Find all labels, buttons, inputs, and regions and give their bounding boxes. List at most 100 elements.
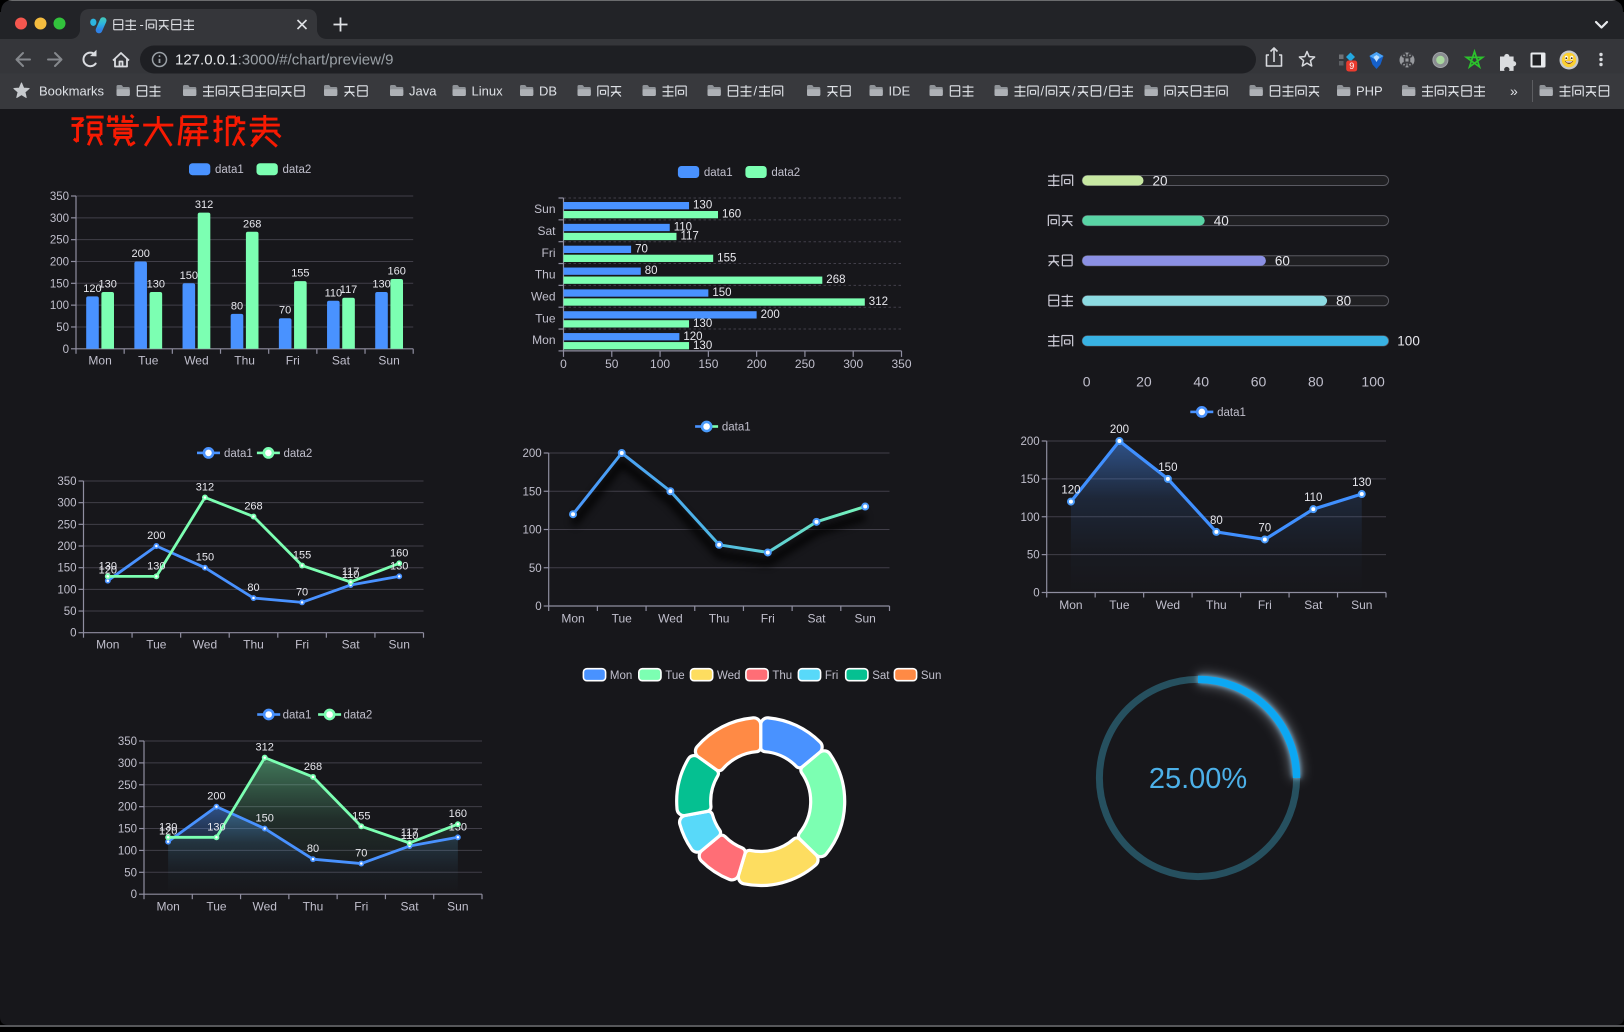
svg-text:Sat: Sat [342,638,361,652]
svg-text:Wed: Wed [717,670,740,682]
svg-text:Fri: Fri [825,670,838,682]
svg-text:Sun: Sun [378,353,399,367]
svg-text:150: 150 [712,287,731,299]
svg-text:312: 312 [869,296,888,308]
svg-text:130: 130 [99,560,117,572]
svg-text:Linux: Linux [472,84,504,99]
svg-text:350: 350 [50,191,69,203]
svg-text:150: 150 [698,357,718,371]
svg-text:Thu: Thu [243,638,264,652]
svg-text:Sun: Sun [447,900,468,914]
svg-text:80: 80 [1308,374,1324,390]
svg-text:Fri: Fri [1258,598,1272,612]
svg-text:110: 110 [1304,492,1322,504]
svg-text:60: 60 [1251,374,1267,390]
svg-text:data1: data1 [224,448,253,460]
svg-text:Fri: Fri [295,638,309,652]
svg-text:150: 150 [196,552,214,564]
svg-text:70: 70 [635,243,648,255]
svg-text:268: 268 [244,501,262,513]
svg-text:»: » [1510,83,1518,99]
svg-text:data2: data2 [344,710,373,722]
svg-text:100: 100 [50,300,69,312]
svg-text:250: 250 [795,357,815,371]
svg-text:350: 350 [57,476,76,488]
svg-text:150: 150 [1158,462,1177,474]
svg-text:130: 130 [159,821,177,833]
svg-text:Sat: Sat [1304,598,1323,612]
svg-text:160: 160 [722,209,741,221]
svg-text:0: 0 [1083,374,1091,390]
svg-text:Thu: Thu [772,670,792,682]
svg-text:0: 0 [560,357,567,371]
svg-text:350: 350 [118,736,137,748]
svg-text:120: 120 [1061,485,1080,497]
svg-text:50: 50 [56,322,69,334]
svg-text:Wed: Wed [252,900,276,914]
svg-text:data2: data2 [284,448,313,460]
svg-text:150: 150 [118,824,137,836]
svg-text:100: 100 [118,845,137,857]
svg-text:130: 130 [207,821,225,833]
svg-text:155: 155 [352,810,370,822]
svg-text:data2: data2 [283,164,312,176]
svg-text:0: 0 [1033,588,1039,600]
svg-text:Wed: Wed [1156,598,1180,612]
svg-text:Thu: Thu [709,612,730,626]
svg-text:Mon: Mon [156,900,179,914]
svg-text:Fri: Fri [286,353,300,367]
svg-text:80: 80 [645,265,658,277]
svg-text:200: 200 [57,541,76,553]
svg-text:60: 60 [1275,254,1290,269]
svg-text:Thu: Thu [1206,598,1227,612]
svg-text:130: 130 [147,279,165,291]
svg-text:70: 70 [1258,522,1271,534]
svg-text:150: 150 [50,278,69,290]
svg-text:Sun: Sun [389,638,410,652]
svg-text:Mon: Mon [1059,598,1082,612]
svg-text:127.0.0.1:3000/#/chart/preview: 127.0.0.1:3000/#/chart/preview/9 [175,52,394,69]
svg-text:130: 130 [390,560,408,572]
svg-text:120: 120 [683,331,702,343]
svg-text:250: 250 [50,235,69,247]
svg-text:130: 130 [1352,477,1371,489]
svg-text:50: 50 [529,563,542,575]
svg-text:/: / [1104,84,1108,99]
svg-text:Mon: Mon [96,638,119,652]
svg-text:0: 0 [63,344,69,356]
svg-text:100: 100 [1397,334,1420,349]
svg-text:/: / [754,84,758,99]
svg-text:Fri: Fri [542,246,556,260]
svg-text:80: 80 [1336,294,1351,309]
svg-text:268: 268 [304,761,322,773]
svg-text:Mon: Mon [532,333,555,347]
svg-text:80: 80 [231,300,243,312]
svg-text:Tue: Tue [535,311,556,325]
svg-text:70: 70 [296,586,308,598]
svg-text:200: 200 [747,357,767,371]
svg-text:data1: data1 [704,167,733,179]
svg-text:Tue: Tue [146,638,167,652]
svg-text:Java: Java [409,84,437,99]
svg-text:80: 80 [247,582,259,594]
svg-text:150: 150 [1021,474,1040,486]
svg-text:DB: DB [539,84,557,99]
svg-text:IDE: IDE [889,84,911,99]
svg-text:117: 117 [342,566,360,578]
svg-text:117: 117 [680,231,698,243]
svg-text:120: 120 [83,283,101,295]
svg-text:250: 250 [57,519,76,531]
svg-text:80: 80 [1210,515,1223,527]
svg-text:Fri: Fri [761,612,775,626]
svg-text:200: 200 [50,256,69,268]
svg-text:130: 130 [693,340,712,352]
svg-text:200: 200 [1110,424,1129,436]
svg-text:300: 300 [843,357,863,371]
svg-text:Tue: Tue [138,353,159,367]
svg-text:130: 130 [99,279,117,291]
svg-text:110: 110 [325,287,343,299]
svg-text:155: 155 [291,268,309,280]
svg-text:Sat: Sat [401,900,420,914]
svg-text:312: 312 [196,481,214,493]
svg-text:Sat: Sat [807,612,826,626]
